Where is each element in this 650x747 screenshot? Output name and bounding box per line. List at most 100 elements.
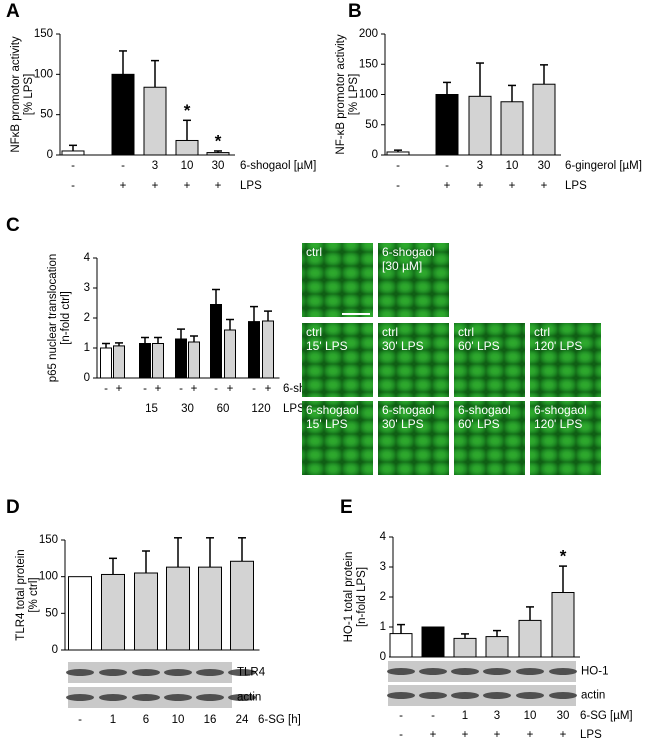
y-tick-label: 50	[40, 109, 53, 121]
y-tick-label: 1	[380, 621, 386, 633]
y-axis-label: NFκB promotor activity	[10, 36, 22, 153]
bar	[175, 338, 187, 379]
condition-label: 6	[143, 714, 149, 726]
condition-label: +	[120, 180, 127, 192]
y-tick-label: 2	[84, 312, 90, 324]
condition-label: -	[396, 180, 400, 192]
micrograph	[302, 401, 373, 475]
condition-label: +	[462, 729, 469, 741]
micrograph	[378, 243, 449, 317]
bar	[262, 320, 274, 379]
condition-label: +	[494, 729, 501, 741]
bar	[100, 347, 112, 379]
condition-label: -	[104, 383, 108, 395]
blot	[388, 661, 576, 682]
condition-label: +	[560, 729, 567, 741]
condition-label: -	[252, 383, 256, 395]
condition-label: 10	[524, 710, 537, 722]
condition-row-label: 6-gingerol [µM]	[565, 160, 642, 172]
image-label: ctrl	[306, 325, 322, 339]
condition-row-label: 6-SG [µM]	[580, 710, 633, 722]
blot-band	[451, 692, 479, 699]
y-tick-label: 50	[45, 607, 58, 619]
y-axis-label: [% LPS]	[23, 74, 35, 116]
condition-label: 30	[212, 160, 225, 172]
condition-label: +	[527, 729, 534, 741]
condition-label: +	[265, 383, 272, 395]
condition-label: 30	[181, 403, 194, 415]
blot-band	[483, 668, 511, 675]
image-label: 6-shogaol	[382, 403, 435, 417]
image-label: 6-shogaol	[382, 245, 435, 259]
condition-label: -	[396, 160, 400, 172]
y-tick-label: 100	[39, 571, 58, 583]
condition-label: +	[541, 180, 548, 192]
bar	[551, 592, 575, 658]
bar	[166, 566, 190, 651]
blot-band	[99, 694, 127, 701]
panel-label: E	[340, 497, 353, 518]
image-label: 15' LPS	[306, 417, 348, 431]
blot-band	[132, 694, 160, 701]
image-label: ctrl	[382, 325, 398, 339]
condition-label: 10	[172, 714, 185, 726]
micrograph	[530, 323, 601, 397]
bar	[453, 637, 477, 658]
condition-label: 10	[181, 160, 194, 172]
panel-label: A	[6, 1, 20, 22]
condition-label: +	[509, 180, 516, 192]
condition-row-label: LPS	[565, 180, 587, 192]
image-label: 6-shogaol	[306, 403, 359, 417]
blot-band	[66, 669, 94, 676]
bar	[224, 329, 236, 379]
condition-label: +	[430, 729, 437, 741]
bar	[134, 572, 158, 651]
condition-row-label: 6-SG [h]	[258, 714, 301, 726]
condition-label: -	[214, 383, 218, 395]
y-tick-label: 50	[365, 119, 378, 131]
image-label: 60' LPS	[458, 339, 500, 353]
blot-band	[164, 694, 192, 701]
bar	[175, 139, 199, 156]
blot-band	[516, 668, 544, 675]
bar	[389, 633, 413, 658]
bar	[500, 101, 524, 156]
y-tick-label: 0	[380, 651, 386, 663]
bar	[518, 619, 542, 658]
y-tick-label: 100	[34, 68, 53, 80]
condition-label: -	[445, 160, 449, 172]
condition-label: 3	[152, 160, 158, 172]
panel-label: C	[6, 215, 20, 236]
micrograph	[454, 401, 525, 475]
bar	[248, 321, 260, 379]
image-label: 60' LPS	[458, 417, 500, 431]
condition-label: +	[184, 180, 191, 192]
condition-label: -	[71, 160, 75, 172]
panel-label: D	[6, 497, 20, 518]
bar	[386, 151, 410, 156]
y-axis-label: HO-1 total protein	[343, 552, 355, 643]
blot-band	[228, 669, 256, 676]
micrograph	[302, 323, 373, 397]
image-label: 6-shogaol	[458, 403, 511, 417]
bar	[61, 150, 85, 156]
condition-row-label: 6-shogaol [µM]	[240, 160, 316, 172]
blot-label: actin	[581, 690, 605, 702]
blot-band	[451, 668, 479, 675]
bar	[68, 576, 92, 651]
blot-band	[164, 669, 192, 676]
bar	[485, 636, 509, 658]
condition-row-label: LPS	[240, 180, 262, 192]
y-tick-label: 0	[372, 149, 378, 161]
bar	[468, 95, 492, 156]
condition-label: -	[179, 383, 183, 395]
y-tick-label: 0	[84, 372, 90, 384]
y-tick-label: 3	[380, 561, 386, 573]
image-label: 30' LPS	[382, 339, 424, 353]
blot-band	[387, 692, 415, 699]
bar	[421, 626, 445, 658]
panel-label: B	[348, 1, 362, 22]
condition-label: -	[78, 714, 82, 726]
condition-label: -	[399, 729, 403, 741]
bar	[198, 566, 222, 651]
